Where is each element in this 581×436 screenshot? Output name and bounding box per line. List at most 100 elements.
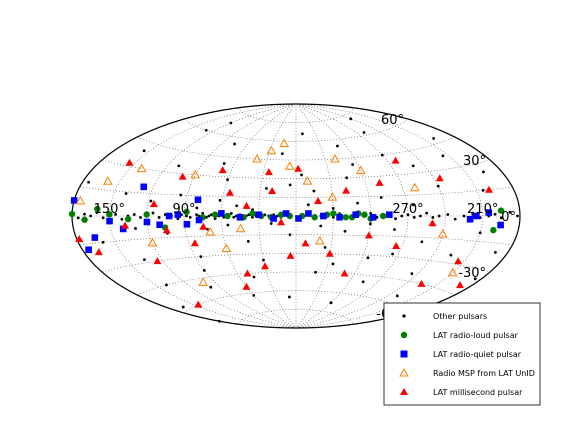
data-point [235,223,246,233]
data-point [218,198,222,202]
data-point [68,210,76,218]
data-point [157,216,161,219]
data-point [199,255,203,259]
data-point [288,233,292,237]
data-point [87,180,91,184]
data-point [140,183,148,191]
data-point [406,213,410,217]
data-point [188,215,192,219]
data-point [190,169,201,179]
legend-label: Other pulsars [433,312,487,321]
legend: Other pulsars LAT radio-loud pulsar LAT … [383,302,541,406]
data-point [312,189,316,193]
data-point [124,192,128,195]
data-point [121,221,130,229]
data-point [120,217,124,221]
data-point [362,131,366,134]
data-point [94,205,101,213]
data-point [493,212,497,216]
data-point [211,211,219,218]
data-point [218,166,227,174]
data-point [266,145,277,155]
data-point [449,253,453,257]
parallel-line [237,308,355,325]
data-point [315,236,325,245]
data-point [420,240,424,244]
legend-item-radio-loud: LAT radio-loud pulsar [400,331,519,340]
data-point [101,240,105,244]
legend-marker-triangle [400,388,408,395]
data-point [260,262,269,270]
meridian-line [297,104,372,328]
data-point [331,262,335,266]
data-point [217,319,221,323]
data-point [70,197,78,204]
data-point [300,173,303,177]
lat-tick-label: 60° [381,113,404,128]
data-point [320,212,327,220]
data-point [218,210,225,217]
data-point [453,217,457,221]
data-point [242,282,251,290]
data-point [435,174,444,182]
lat-tick-label: -30° [458,266,486,281]
data-point [437,229,448,238]
data-point [125,158,134,166]
data-point [325,249,334,257]
data-point [462,214,466,218]
data-point [336,144,339,148]
data-point [342,214,349,221]
data-point [484,185,493,193]
data-point [437,214,441,218]
data-point [330,154,340,163]
data-point [268,186,277,194]
data-point [153,257,162,265]
data-point [149,200,158,208]
data-point [209,285,213,289]
data-point [345,176,349,180]
legend-marker-square [400,350,408,358]
data-point [147,237,158,247]
data-point [190,239,199,247]
data-point [181,305,185,309]
data-point [494,251,497,254]
data-point [395,294,399,298]
data-point [269,222,273,225]
data-point [446,213,450,216]
data-point [134,227,137,230]
data-point [143,218,151,226]
data-point [319,224,323,228]
data-point [411,203,415,207]
data-point [481,170,485,174]
data-point [252,293,256,297]
data-point [246,239,250,243]
data-point [106,211,113,218]
data-point [198,277,208,286]
legend-marker-circle [400,331,408,339]
legend-label: LAT radio-quiet pulsar [433,350,522,359]
data-point [478,231,482,235]
data-point [201,211,205,215]
legend-item-radio-quiet: LAT radio-quiet pulsar [400,350,522,359]
data-point [232,215,236,219]
data-point [314,270,317,274]
data-point [224,212,231,220]
data-point [199,222,208,230]
data-point [162,226,171,234]
data-point [331,207,335,210]
meridian-line [299,104,483,328]
data-point [342,186,351,194]
data-point [516,214,519,218]
parallel-line [183,290,408,314]
lon-tick-label: 90° [172,202,195,217]
parallel-line [137,136,454,161]
data-point [75,195,86,205]
lat-tick-label: 30° [463,154,486,169]
data-point [306,203,310,207]
data-point [286,251,295,259]
meridian-line [146,104,293,328]
data-point [336,213,343,221]
data-point [114,212,117,216]
parallel-line [137,271,454,296]
parallel-line [102,253,489,273]
